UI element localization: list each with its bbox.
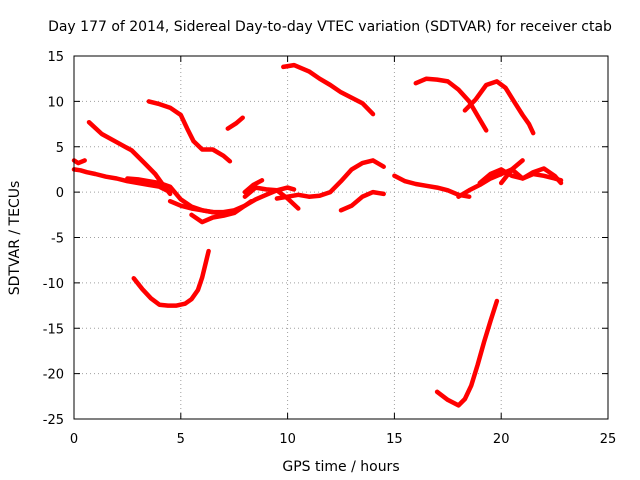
- series-arc-14: [281, 62, 376, 117]
- x-tick-label: 15: [386, 432, 403, 447]
- series-arc-1: [71, 167, 173, 195]
- y-tick-label: 5: [56, 141, 64, 156]
- series-arc-2: [71, 158, 87, 166]
- series-arc-10: [242, 185, 301, 211]
- series-arc-18: [434, 298, 500, 408]
- y-axis-label: SDTVAR / TECUs: [7, 181, 23, 296]
- chart-title: Day 177 of 2014, Sidereal Day-to-day VTE…: [48, 19, 612, 35]
- x-tick-label: 20: [493, 432, 510, 447]
- series-arc-6: [131, 248, 211, 308]
- plot-frame: [73, 55, 609, 420]
- series-arc-12: [274, 158, 386, 201]
- y-tick-label: -15: [43, 322, 64, 337]
- y-tick-label: -20: [43, 368, 64, 383]
- y-tick-label: -10: [43, 277, 64, 292]
- y-tick-label: -5: [51, 232, 64, 247]
- series-arc-5: [225, 115, 245, 131]
- series-arc-16: [413, 76, 489, 133]
- y-tick-label: 10: [47, 95, 64, 110]
- x-tick-label: 10: [279, 432, 296, 447]
- series-arc-4: [146, 99, 233, 164]
- x-tick-label: 25: [600, 432, 617, 447]
- y-tick-labels: -25 -20 -15 -10 -5 0 5 10 15: [43, 50, 64, 428]
- data-series: [71, 62, 564, 408]
- grid-lines: [74, 56, 608, 419]
- x-tick-labels: 0 5 10 15 20 25: [70, 432, 616, 447]
- series-arc-21: [498, 167, 564, 186]
- y-tick-label: -25: [43, 413, 64, 428]
- series-arc-17: [462, 79, 536, 136]
- y-tick-label: 0: [56, 186, 64, 201]
- series-arc-19: [456, 158, 525, 199]
- series-arc-13: [338, 189, 386, 213]
- y-tick-label: 15: [47, 50, 64, 65]
- series-arc-11: [242, 178, 265, 195]
- x-axis-label: GPS time / hours: [282, 459, 399, 475]
- x-tick-label: 0: [70, 432, 78, 447]
- series-arc-15: [392, 173, 472, 199]
- series-arc-9: [189, 185, 297, 225]
- x-tick-label: 5: [177, 432, 185, 447]
